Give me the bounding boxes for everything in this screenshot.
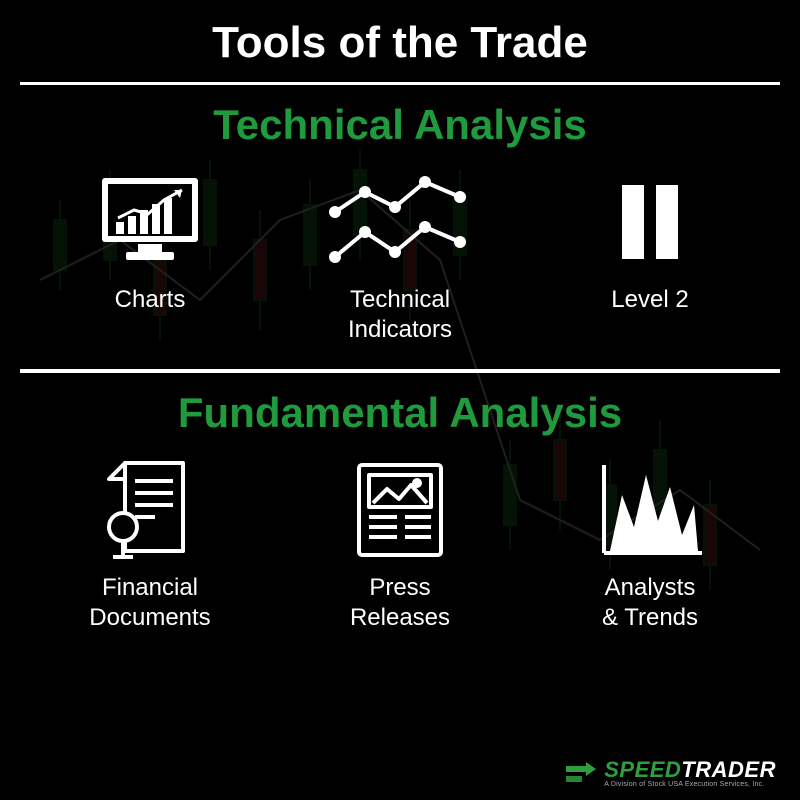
section-title-fundamental: Fundamental Analysis [30,389,770,437]
charts-icon [90,167,210,277]
item-press-releases: PressReleases [280,455,520,633]
item-technical-indicators: TechnicalIndicators [280,167,520,345]
item-analysts-trends: Analysts& Trends [530,455,770,633]
level2-icon [610,167,690,277]
item-label-press-releases: PressReleases [350,573,450,633]
item-label-financial-documents: FinancialDocuments [89,573,210,633]
item-label-charts: Charts [115,285,186,315]
item-financial-documents: FinancialDocuments [30,455,270,633]
logo-text: SPEEDTRADER [604,757,776,783]
press-releases-icon [345,455,455,565]
logo-text-trader: TRADER [681,757,776,782]
brand-logo: SPEEDTRADER A Division of Stock USA Exec… [564,757,776,788]
logo-subtitle: A Division of Stock USA Execution Servic… [604,781,776,788]
item-label-technical-indicators: TechnicalIndicators [348,285,452,345]
item-level2: Level 2 [530,167,770,315]
section-technical-analysis: Technical Analysis [0,85,800,369]
technical-indicators-icon [325,167,475,277]
logo-text-speed: SPEED [604,757,681,782]
item-label-level2: Level 2 [611,285,688,315]
fundamental-items-row: FinancialDocuments [30,455,770,633]
analysts-trends-icon [590,455,710,565]
main-title: Tools of the Trade [20,0,780,85]
logo-arrow-icon [564,762,598,784]
section-title-technical: Technical Analysis [30,101,770,149]
item-charts: Charts [30,167,270,315]
section-fundamental-analysis: Fundamental Analysis [0,373,800,657]
item-label-analysts-trends: Analysts& Trends [602,573,698,633]
technical-items-row: Charts TechnicalIndicator [30,167,770,345]
financial-documents-icon [95,455,205,565]
